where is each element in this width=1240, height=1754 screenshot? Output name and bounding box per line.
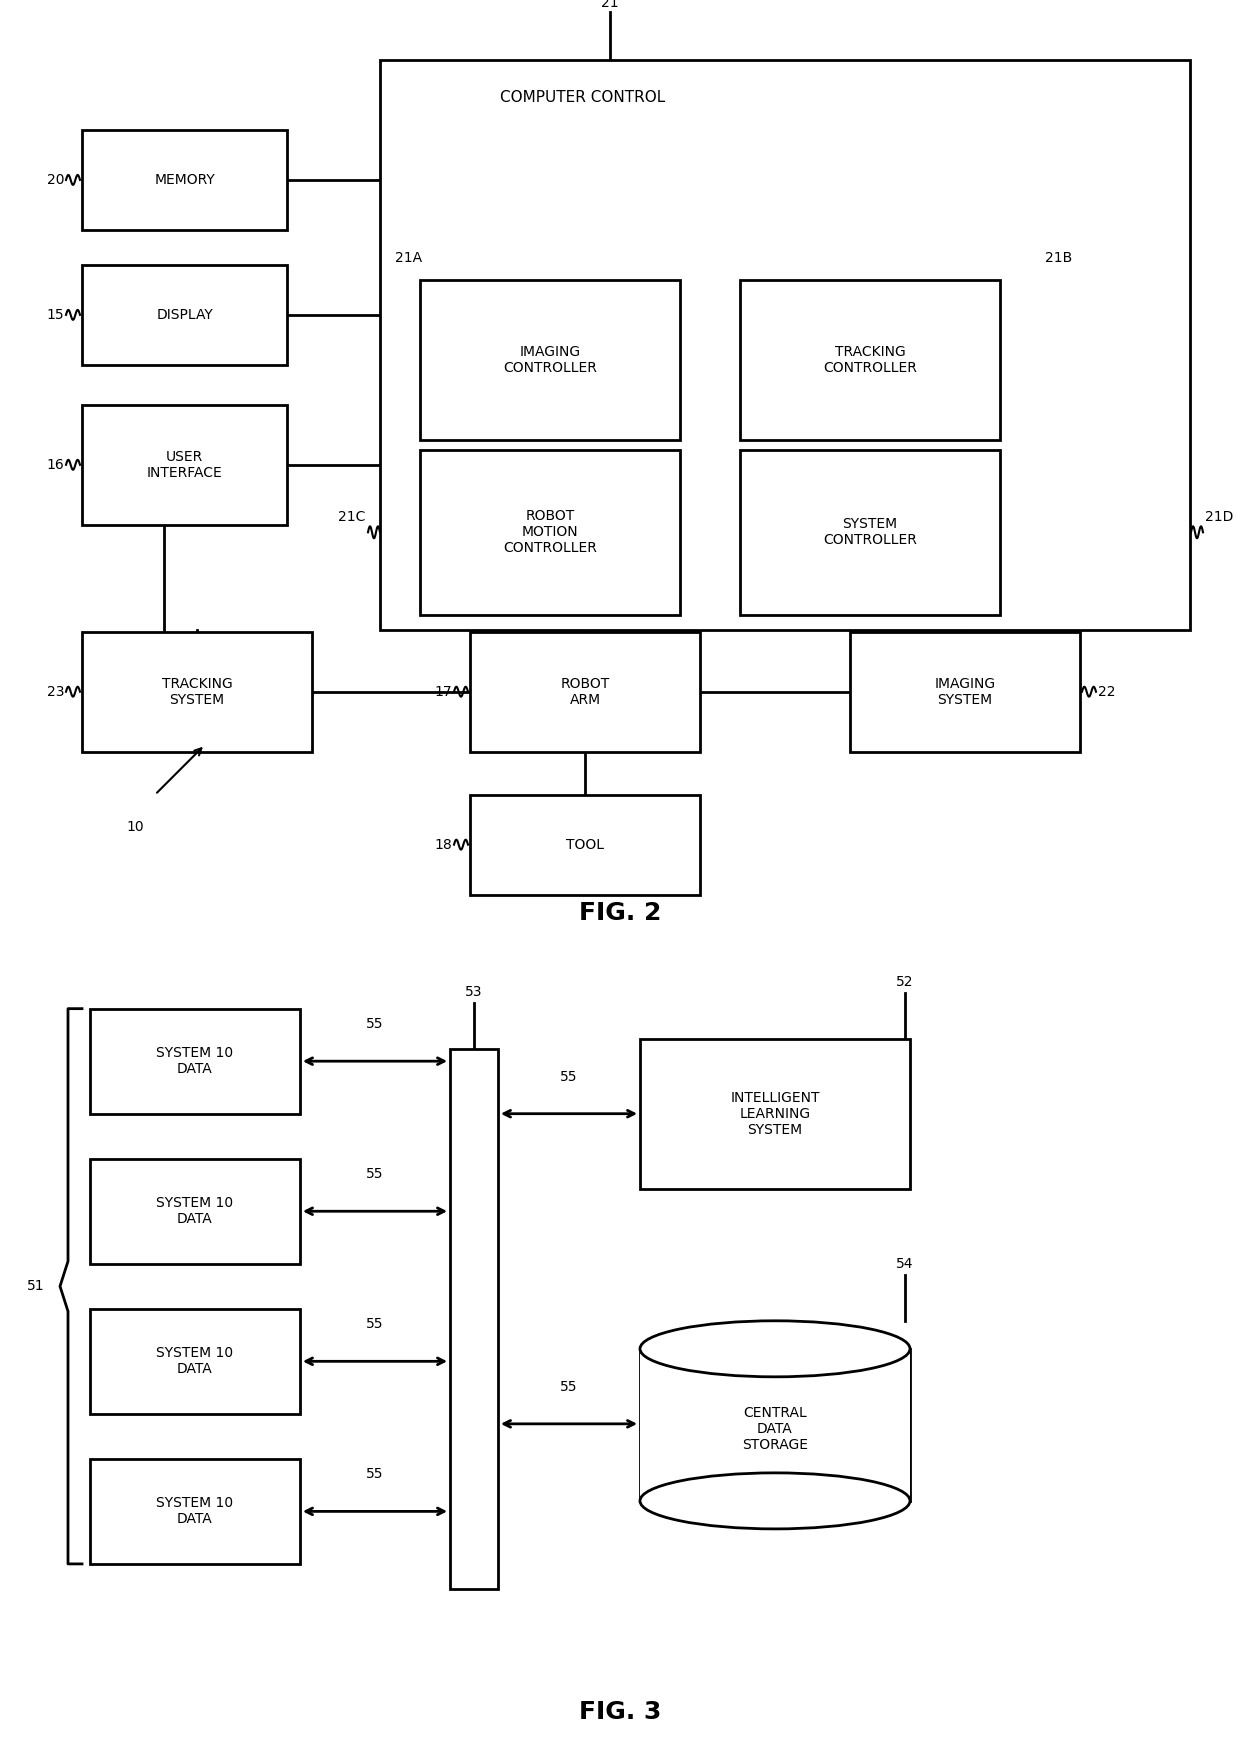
Bar — [420, 281, 680, 440]
Bar — [640, 1038, 910, 1189]
Text: 10: 10 — [126, 819, 144, 833]
Text: 21A: 21A — [396, 251, 422, 265]
Bar — [379, 60, 1190, 630]
Text: FIG. 2: FIG. 2 — [579, 900, 661, 924]
Text: 23: 23 — [47, 684, 64, 698]
Text: 21C: 21C — [337, 510, 365, 524]
Text: 16: 16 — [46, 458, 64, 472]
Text: MEMORY: MEMORY — [154, 174, 215, 188]
Text: 17: 17 — [434, 684, 453, 698]
Ellipse shape — [640, 1473, 910, 1529]
Text: 21D: 21D — [1205, 510, 1234, 524]
Text: INTELLIGENT
LEARNING
SYSTEM: INTELLIGENT LEARNING SYSTEM — [730, 1091, 820, 1137]
Bar — [91, 1308, 300, 1414]
Bar — [470, 795, 701, 895]
Text: 55: 55 — [366, 1317, 383, 1331]
Text: 20: 20 — [47, 174, 64, 188]
Text: 55: 55 — [560, 1380, 578, 1394]
Text: 21B: 21B — [1045, 251, 1073, 265]
Text: SYSTEM 10
DATA: SYSTEM 10 DATA — [156, 1196, 233, 1226]
Text: IMAGING
SYSTEM: IMAGING SYSTEM — [935, 677, 996, 707]
Text: 54: 54 — [897, 1258, 914, 1272]
Text: 55: 55 — [366, 1166, 383, 1180]
Bar — [849, 631, 1080, 752]
Text: ROBOT
MOTION
CONTROLLER: ROBOT MOTION CONTROLLER — [503, 509, 596, 556]
Bar — [420, 449, 680, 614]
Bar — [82, 405, 286, 524]
Text: SYSTEM
CONTROLLER: SYSTEM CONTROLLER — [823, 517, 916, 547]
Text: 53: 53 — [465, 984, 482, 998]
Text: TOOL: TOOL — [565, 838, 604, 852]
Bar — [82, 631, 312, 752]
Text: 55: 55 — [560, 1070, 578, 1084]
Text: SYSTEM 10
DATA: SYSTEM 10 DATA — [156, 1347, 233, 1377]
Ellipse shape — [640, 1321, 910, 1377]
Bar — [91, 1009, 300, 1114]
Text: ROBOT
ARM: ROBOT ARM — [560, 677, 610, 707]
Text: SYSTEM 10
DATA: SYSTEM 10 DATA — [156, 1496, 233, 1526]
Bar — [91, 1459, 300, 1565]
Bar — [640, 1349, 910, 1501]
Text: TRACKING
SYSTEM: TRACKING SYSTEM — [161, 677, 232, 707]
Text: COMPUTER CONTROL: COMPUTER CONTROL — [500, 89, 665, 105]
Text: FIG. 3: FIG. 3 — [579, 1700, 661, 1724]
Text: SYSTEM 10
DATA: SYSTEM 10 DATA — [156, 1045, 233, 1077]
Bar — [82, 265, 286, 365]
Text: 55: 55 — [366, 1468, 383, 1482]
Text: 52: 52 — [897, 975, 914, 989]
Text: USER
INTERFACE: USER INTERFACE — [146, 449, 222, 481]
Text: DISPLAY: DISPLAY — [156, 309, 213, 323]
Text: 15: 15 — [46, 309, 64, 323]
Text: 55: 55 — [366, 1017, 383, 1031]
Bar — [91, 1159, 300, 1265]
Text: 22: 22 — [1097, 684, 1116, 698]
Bar — [740, 281, 999, 440]
Text: TRACKING
CONTROLLER: TRACKING CONTROLLER — [823, 346, 916, 375]
Bar — [740, 449, 999, 614]
Text: 18: 18 — [434, 838, 453, 852]
Bar — [450, 1049, 498, 1589]
Text: CENTRAL
DATA
STORAGE: CENTRAL DATA STORAGE — [742, 1405, 808, 1452]
Text: 51: 51 — [27, 1279, 45, 1293]
Text: IMAGING
CONTROLLER: IMAGING CONTROLLER — [503, 346, 596, 375]
Bar — [470, 631, 701, 752]
Bar — [82, 130, 286, 230]
Text: 21: 21 — [601, 0, 619, 11]
